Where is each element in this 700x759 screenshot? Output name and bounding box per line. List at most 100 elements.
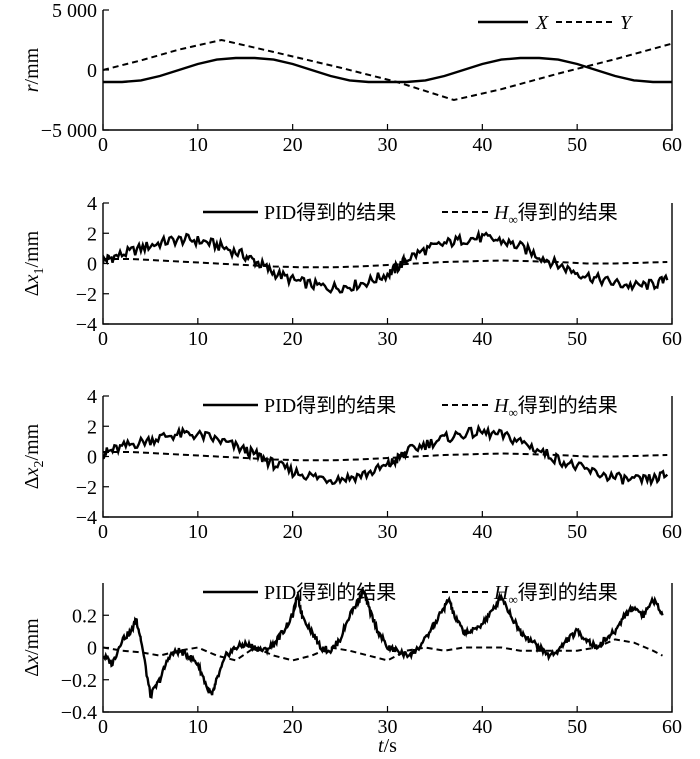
x-tick-label: 50: [567, 716, 587, 738]
legend-label: H∞得到的结果: [493, 201, 618, 227]
legend-label-subscript: ∞: [508, 212, 517, 227]
x-tick-label: 0: [98, 716, 108, 738]
y-axis-label: r/mm: [21, 47, 43, 92]
y-tick-label: 0: [87, 447, 97, 469]
legend-label: PID得到的结果: [264, 201, 396, 224]
axis-frame: [102, 10, 673, 131]
y-axis-label-var: x: [21, 655, 43, 665]
x-tick-label: 20: [283, 134, 303, 156]
x-tick-label: 10: [188, 328, 208, 350]
y-axis-label-var: x: [21, 467, 43, 477]
series-line: [103, 38, 672, 102]
legend-label-rest: 得到的结果: [518, 581, 618, 604]
y-tick-label: −0.2: [61, 670, 97, 692]
legend-label: PID得到的结果: [264, 394, 396, 417]
series-line: [103, 451, 668, 462]
series-line: [103, 586, 664, 699]
x-tick-label: 0: [98, 328, 108, 350]
x-tick-label: 10: [188, 134, 208, 156]
y-axis-label-subscript: 2: [32, 460, 47, 467]
y-axis-label-unit: /mm: [21, 47, 43, 84]
x-tick-label: 50: [567, 521, 587, 543]
y-axis-label-subscript: 1: [32, 267, 47, 274]
legend-label-rest: 得到的结果: [518, 201, 618, 224]
x-tick-label: 60: [662, 134, 682, 156]
x-tick-label: 0: [98, 134, 108, 156]
series-line: [103, 423, 669, 488]
legend-label-var: H: [493, 582, 510, 604]
x-tick-label: 40: [472, 134, 492, 156]
legend-label-var: H: [493, 395, 510, 417]
legend-label: PID得到的结果: [264, 581, 396, 604]
y-axis-label-var: r: [21, 84, 43, 92]
legend: PID得到的结果 H∞得到的结果: [203, 394, 618, 420]
y-axis-label: Δx2/mm: [21, 423, 47, 489]
series-line: [103, 638, 663, 662]
legend-label: H∞得到的结果: [493, 581, 618, 607]
y-tick-label: 5 000: [52, 0, 97, 22]
y-tick-label: 0.2: [72, 605, 97, 627]
y-tick-label: −2: [76, 284, 97, 306]
legend-label-subscript: ∞: [508, 405, 517, 420]
y-tick-label: −5 000: [41, 120, 97, 142]
x-tick-label: 60: [662, 521, 682, 543]
legend: PID得到的结果 H∞得到的结果: [203, 201, 618, 227]
x-axis-label: t/s: [378, 735, 397, 757]
y-axis-label-unit: /mm: [21, 618, 43, 655]
y-tick-label: 0: [87, 254, 97, 276]
x-tick-label: 30: [378, 134, 398, 156]
x-tick-label: 50: [567, 328, 587, 350]
legend-label: H∞得到的结果: [493, 394, 618, 420]
y-axis-label: Δx/mm: [21, 618, 43, 677]
legend-label: Y: [620, 12, 633, 34]
x-tick-label: 30: [378, 328, 398, 350]
legend: PID得到的结果 H∞得到的结果: [203, 581, 618, 607]
legend-label-subscript: ∞: [508, 592, 517, 607]
y-axis-label-unit: /mm: [21, 423, 43, 460]
x-tick-label: 20: [283, 521, 303, 543]
x-axis-label-var: t: [378, 735, 384, 757]
series-line: [103, 258, 668, 269]
x-tick-label: 60: [662, 716, 682, 738]
y-tick-label: 2: [87, 223, 97, 245]
legend-label-rest: 得到的结果: [518, 394, 618, 417]
y-tick-label: 0: [87, 638, 97, 660]
panel-4: 0 10 20 30 40 50 60 0.2 0 −0.2 −0.4 Δx/mm PID得到的结果 H∞…: [21, 581, 682, 757]
legend-label: X: [535, 12, 549, 34]
x-tick-label: 30: [378, 716, 398, 738]
y-axis-label-delta: Δ: [21, 476, 43, 489]
x-tick-label: 20: [283, 328, 303, 350]
x-tick-label: 20: [283, 716, 303, 738]
x-tick-label: 40: [472, 716, 492, 738]
series-line: [103, 56, 672, 84]
y-tick-label: 0: [87, 60, 97, 82]
y-tick-label: −4: [76, 314, 97, 336]
y-tick-label: 2: [87, 416, 97, 438]
x-tick-label: 60: [662, 328, 682, 350]
x-tick-label: 10: [188, 521, 208, 543]
y-axis-label-delta: Δ: [21, 283, 43, 296]
x-tick-label: 40: [472, 328, 492, 350]
x-axis-label-unit: /s: [384, 735, 398, 757]
y-tick-label: −0.4: [61, 702, 97, 724]
y-axis-label-var: x: [21, 274, 43, 284]
y-axis-label-delta: Δ: [21, 664, 43, 677]
y-tick-label: 4: [87, 386, 97, 408]
x-tick-label: 0: [98, 521, 108, 543]
x-tick-label: 10: [188, 716, 208, 738]
x-tick-label: 40: [472, 521, 492, 543]
legend-label-var: H: [493, 202, 510, 224]
y-tick-label: −4: [76, 507, 97, 529]
y-tick-label: −2: [76, 477, 97, 499]
y-axis-label: Δx1/mm: [21, 230, 47, 296]
y-axis-label-unit: /mm: [21, 230, 43, 267]
x-tick-label: 50: [567, 134, 587, 156]
y-tick-label: 4: [87, 193, 97, 215]
x-tick-label: 30: [378, 521, 398, 543]
series-line: [103, 228, 669, 295]
